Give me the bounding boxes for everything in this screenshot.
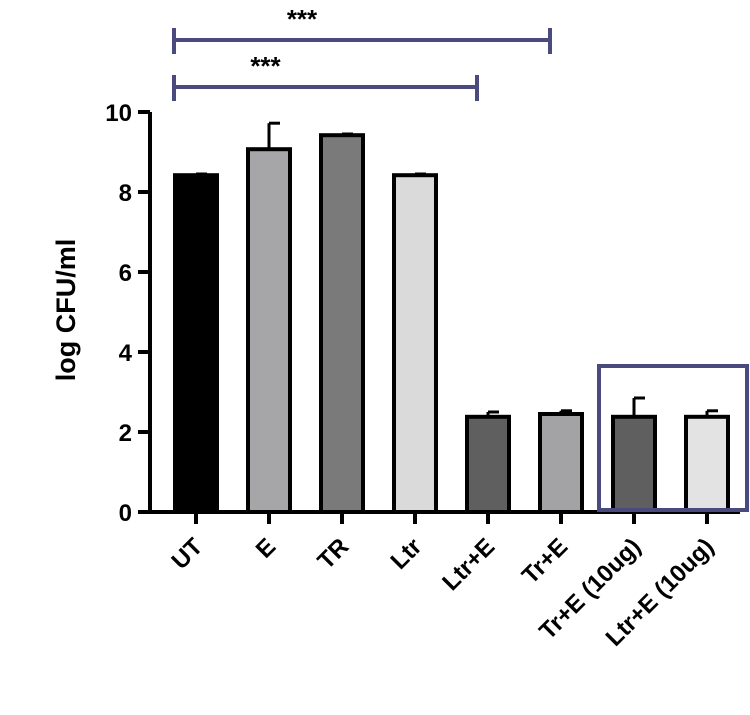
- significance-label: ***: [287, 4, 318, 34]
- x-tick-label: E: [251, 533, 281, 563]
- bar-group: [684, 409, 730, 514]
- bar-group: [465, 410, 511, 514]
- y-axis-title: log CFU/ml: [51, 239, 81, 382]
- bar: [173, 173, 219, 514]
- x-tick-label: Ltr: [386, 533, 428, 575]
- bar: [611, 414, 657, 514]
- y-tick-label: 6: [119, 260, 132, 287]
- bars-layer: [173, 121, 730, 514]
- highlight-box: [597, 364, 749, 512]
- y-tick-label: 4: [119, 340, 133, 367]
- x-tick-label: Ltr+E: [437, 533, 500, 596]
- bar: [392, 173, 438, 514]
- annotations-layer: ******: [172, 4, 749, 512]
- x-tick-label: UT: [167, 533, 209, 575]
- y-tick-label: 0: [119, 500, 132, 527]
- bar: [246, 147, 292, 514]
- x-tick-label: Tr+E: [517, 533, 573, 589]
- y-tick-label: 8: [119, 180, 132, 207]
- x-tick-label: TR: [313, 533, 355, 575]
- bar-group: [173, 172, 219, 514]
- y-tick-label: 2: [119, 420, 132, 447]
- bar: [319, 133, 365, 514]
- bar: [465, 414, 511, 514]
- y-tick-label: 10: [105, 100, 132, 127]
- significance-bracket: ***: [172, 51, 479, 101]
- bar-group: [319, 132, 365, 514]
- bar-group: [538, 409, 584, 514]
- significance-label: ***: [250, 51, 281, 81]
- bar: [684, 414, 730, 514]
- significance-bracket: ***: [172, 4, 552, 54]
- bar: [538, 412, 584, 514]
- bar-group: [611, 396, 657, 514]
- bar-group: [392, 172, 438, 514]
- bar-group: [246, 121, 292, 514]
